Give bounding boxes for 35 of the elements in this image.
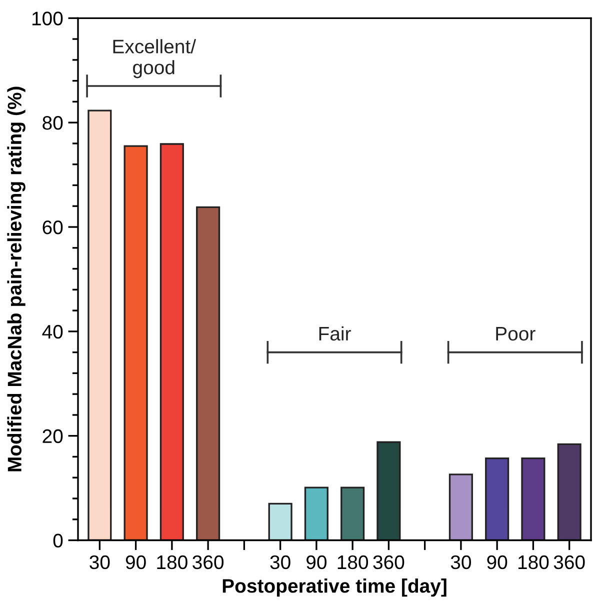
- x-tick-label: 360: [554, 555, 585, 570]
- x-tick-label: 180: [338, 555, 368, 570]
- y-tick-label: 40: [42, 324, 63, 339]
- bar: [268, 502, 292, 540]
- x-tick-label: 360: [373, 555, 404, 570]
- x-tick-label: 90: [487, 555, 508, 570]
- y-tick-label: 100: [32, 12, 63, 26]
- y-axis-title: Modified MacNab pain-relieving rating (%): [7, 86, 26, 472]
- y-tick-label: 20: [42, 429, 63, 444]
- x-tick-label: 90: [126, 555, 146, 570]
- x-tick-label: 30: [270, 555, 290, 570]
- x-tick-label: 180: [518, 555, 549, 570]
- x-tick-label: 180: [157, 555, 188, 570]
- bar: [448, 474, 473, 540]
- x-tick-label: 90: [306, 555, 326, 570]
- bar: [88, 110, 112, 540]
- y-tick-label: 80: [42, 116, 63, 130]
- bar: [521, 457, 546, 540]
- y-tick-label: 0: [53, 534, 63, 548]
- bar: [196, 206, 220, 540]
- x-axis-title: Postoperative time [day]: [222, 578, 446, 597]
- x-tick-label: 30: [450, 555, 471, 570]
- annotation: Excellent/ good: [113, 39, 196, 78]
- bar: [124, 145, 148, 540]
- annotation: Fair: [319, 326, 351, 341]
- bar: [160, 143, 184, 540]
- x-tick-label: 360: [192, 555, 224, 570]
- bar: [376, 441, 401, 540]
- bar: [340, 486, 365, 540]
- x-tick-label: 30: [90, 555, 110, 570]
- y-tick-label: 60: [42, 220, 63, 234]
- bar: [485, 457, 510, 540]
- annotation: Poor: [496, 327, 536, 341]
- bar: [304, 486, 328, 540]
- bar: [557, 443, 582, 540]
